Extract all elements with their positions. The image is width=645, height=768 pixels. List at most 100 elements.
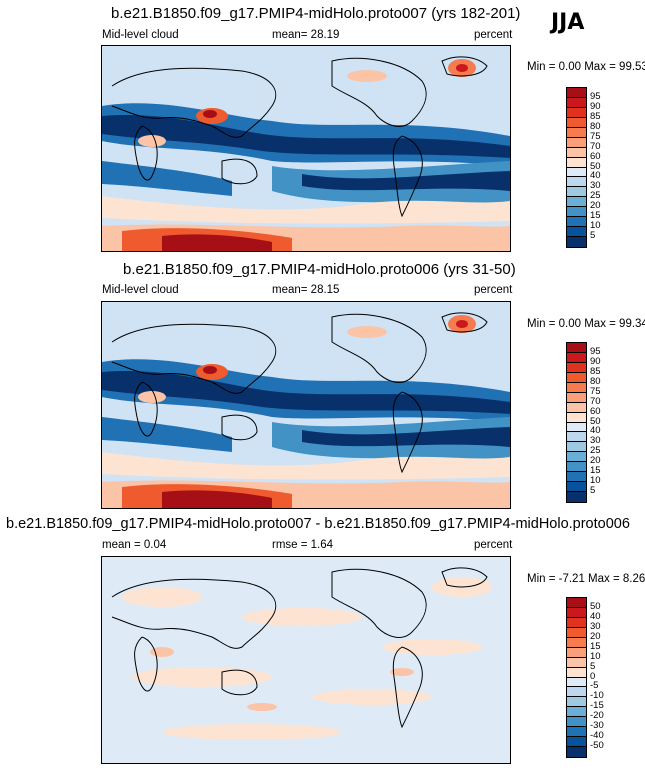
colorbar-tick-label: 15	[590, 640, 601, 652]
colorbar-tick-label: -5	[590, 680, 599, 692]
colorbar-swatch	[567, 737, 586, 748]
colorbar-swatch	[567, 472, 586, 483]
colorbar-tick-label: 85	[590, 365, 601, 377]
colorbar-swatch	[567, 382, 586, 393]
colorbar-swatch	[567, 88, 586, 98]
colorbar-tick-label: -50	[590, 740, 604, 752]
panel-3-title: b.e21.B1850.f09_g17.PMIP4-midHolo.proto0…	[6, 516, 630, 532]
colorbar-tick-label: 60	[590, 150, 601, 162]
panel-2-map	[101, 301, 511, 509]
colorbar-swatch	[567, 137, 586, 148]
colorbar-tick-label: 30	[590, 435, 601, 447]
colorbar-swatch	[567, 727, 586, 738]
colorbar-swatch	[567, 412, 586, 423]
colorbar-swatch	[567, 452, 586, 463]
colorbar-tick-label: 20	[590, 455, 601, 467]
colorbar-tick-label: 50	[590, 415, 601, 427]
colorbar-swatch	[567, 492, 586, 502]
colorbar-tick-label: 30	[590, 620, 601, 632]
colorbar-swatch	[567, 747, 586, 757]
panel-1-minmax-label: Min = 0.00 Max = 99.53	[527, 61, 645, 73]
colorbar-swatch	[567, 127, 586, 138]
colorbar-swatch	[567, 707, 586, 718]
colorbar-swatch	[567, 217, 586, 228]
colorbar-tick-label: -10	[590, 690, 604, 702]
panel-1-mean-label: mean= 28.19	[272, 29, 340, 41]
colorbar-tick-label: 70	[590, 395, 601, 407]
colorbar-swatch	[567, 147, 586, 158]
colorbar-swatch	[567, 197, 586, 208]
panel-3-map	[101, 556, 511, 764]
panel-2-title: b.e21.B1850.f09_g17.PMIP4-midHolo.proto0…	[123, 261, 516, 278]
colorbar-swatch	[567, 167, 586, 178]
colorbar-swatch	[567, 717, 586, 728]
panel-2-variable-label: Mid-level cloud	[102, 284, 179, 296]
colorbar-tick-label: -20	[590, 710, 604, 722]
colorbar-tick-label: 5	[590, 485, 596, 497]
colorbar-swatch	[567, 237, 586, 247]
season-label: JJA	[551, 10, 585, 35]
panel-1-units-label: percent	[474, 29, 513, 41]
colorbar-swatch	[567, 687, 586, 698]
colorbar-tick-label: 60	[590, 405, 601, 417]
colorbar-tick-label: 15	[590, 210, 601, 222]
colorbar-tick-label: 10	[590, 650, 601, 662]
colorbar-swatch	[567, 627, 586, 638]
colorbar-swatch	[567, 462, 586, 473]
colorbar-tick-label: 70	[590, 140, 601, 152]
colorbar-tick-label: 75	[590, 385, 601, 397]
colorbar-tick-label: 90	[590, 355, 601, 367]
colorbar-swatch	[567, 657, 586, 668]
panel-2-colorbar	[566, 342, 587, 503]
colorbar-tick-label: 10	[590, 475, 601, 487]
colorbar-tick-label: -30	[590, 720, 604, 732]
panel-1-colorbar	[566, 87, 587, 248]
colorbar-tick-label: 40	[590, 170, 601, 182]
colorbar-swatch	[567, 352, 586, 363]
colorbar-swatch	[567, 362, 586, 373]
colorbar-tick-label: 20	[590, 630, 601, 642]
colorbar-tick-label: 30	[590, 180, 601, 192]
colorbar-tick-label: 25	[590, 190, 601, 202]
colorbar-swatch	[567, 422, 586, 433]
colorbar-tick-label: 90	[590, 100, 601, 112]
colorbar-swatch	[567, 343, 586, 353]
colorbar-tick-label: 95	[590, 345, 601, 357]
colorbar-swatch	[567, 187, 586, 198]
colorbar-tick-label: 50	[590, 160, 601, 172]
colorbar-swatch	[567, 607, 586, 618]
colorbar-swatch	[567, 442, 586, 453]
panel-3-minmax-label: Min = -7.21 Max = 8.26	[527, 573, 645, 585]
panel-3-units-label: percent	[474, 539, 513, 551]
panel-1-title: b.e21.B1850.f09_g17.PMIP4-midHolo.proto0…	[111, 5, 521, 22]
colorbar-swatch	[567, 617, 586, 628]
colorbar-swatch	[567, 372, 586, 383]
colorbar-tick-label: 85	[590, 110, 601, 122]
colorbar-tick-label: 80	[590, 375, 601, 387]
panel-2-mean-label: mean= 28.15	[272, 284, 340, 296]
colorbar-tick-label: 5	[590, 660, 596, 672]
panel-2-units-label: percent	[474, 284, 513, 296]
colorbar-tick-label: 15	[590, 465, 601, 477]
colorbar-swatch	[567, 227, 586, 238]
colorbar-swatch	[567, 637, 586, 648]
panel-3-colorbar	[566, 597, 587, 758]
colorbar-tick-label: 0	[590, 670, 596, 682]
colorbar-tick-label: -15	[590, 700, 604, 712]
colorbar-tick-label: 80	[590, 120, 601, 132]
colorbar-swatch	[567, 697, 586, 708]
colorbar-tick-label: 75	[590, 130, 601, 142]
colorbar-swatch	[567, 107, 586, 118]
colorbar-tick-label: -40	[590, 730, 604, 742]
colorbar-tick-label: 20	[590, 200, 601, 212]
colorbar-swatch	[567, 117, 586, 128]
colorbar-tick-label: 95	[590, 90, 601, 102]
colorbar-swatch	[567, 677, 586, 688]
colorbar-swatch	[567, 647, 586, 658]
colorbar-swatch	[567, 157, 586, 168]
colorbar-swatch	[567, 392, 586, 403]
colorbar-tick-label: 5	[590, 230, 596, 242]
colorbar-tick-label: 50	[590, 600, 601, 612]
panel-1-variable-label: Mid-level cloud	[102, 29, 179, 41]
panel-3-rmse-label: rmse = 1.64	[272, 539, 334, 551]
